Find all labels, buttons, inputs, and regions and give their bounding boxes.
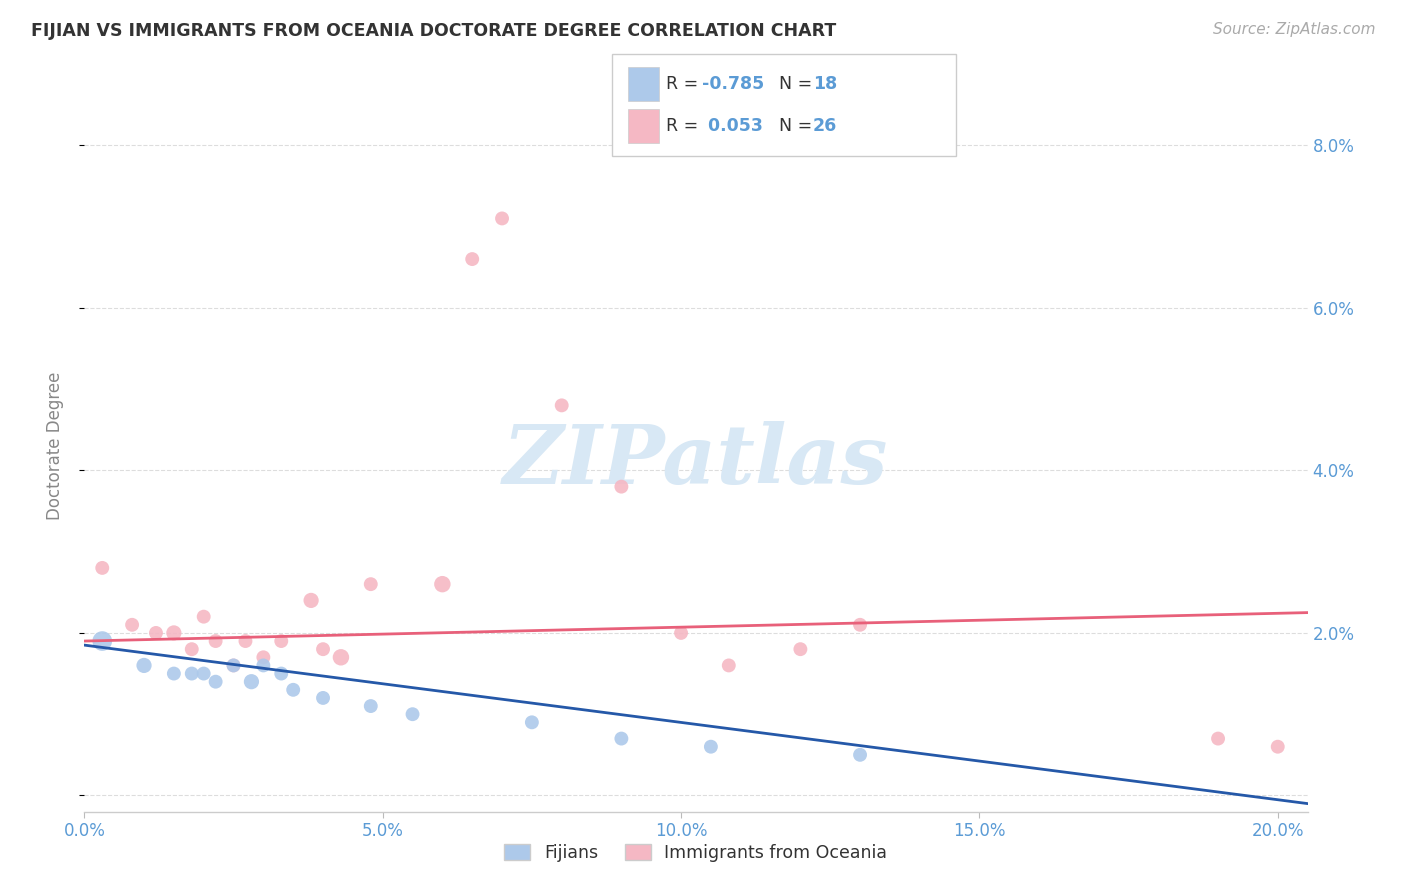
Y-axis label: Doctorate Degree: Doctorate Degree — [45, 372, 63, 520]
Text: 18: 18 — [813, 75, 837, 93]
Point — [222, 658, 245, 673]
Point — [283, 682, 305, 697]
Point — [235, 634, 257, 648]
Point — [132, 658, 155, 673]
Point — [204, 674, 226, 689]
Text: -0.785: -0.785 — [702, 75, 763, 93]
Point — [401, 707, 423, 722]
Point — [193, 666, 215, 681]
Point — [329, 650, 352, 665]
Point — [1206, 731, 1229, 746]
Point — [360, 577, 382, 591]
Point — [669, 626, 692, 640]
Point — [270, 634, 292, 648]
Point — [610, 731, 633, 746]
Legend: Fijians, Immigrants from Oceania: Fijians, Immigrants from Oceania — [498, 837, 894, 869]
Point — [789, 642, 811, 657]
Point — [610, 480, 633, 494]
Point — [432, 577, 454, 591]
Text: Source: ZipAtlas.com: Source: ZipAtlas.com — [1212, 22, 1375, 37]
Text: FIJIAN VS IMMIGRANTS FROM OCEANIA DOCTORATE DEGREE CORRELATION CHART: FIJIAN VS IMMIGRANTS FROM OCEANIA DOCTOR… — [31, 22, 837, 40]
Point — [121, 617, 143, 632]
Text: R =: R = — [666, 75, 704, 93]
Point — [717, 658, 740, 673]
Point — [491, 211, 513, 226]
Point — [360, 699, 382, 714]
Point — [700, 739, 723, 754]
Point — [299, 593, 322, 607]
Point — [252, 650, 274, 665]
Text: N =: N = — [779, 75, 818, 93]
Point — [252, 658, 274, 673]
Point — [204, 634, 226, 648]
Point — [145, 626, 167, 640]
Text: ZIPatlas: ZIPatlas — [503, 421, 889, 500]
Point — [270, 666, 292, 681]
Point — [461, 252, 484, 266]
Point — [520, 715, 543, 730]
Point — [849, 617, 872, 632]
Point — [91, 561, 114, 575]
Point — [91, 634, 114, 648]
Text: 26: 26 — [813, 117, 837, 135]
Text: R =: R = — [666, 117, 704, 135]
Point — [180, 642, 202, 657]
Point — [312, 690, 335, 705]
Point — [193, 609, 215, 624]
Text: 0.053: 0.053 — [702, 117, 762, 135]
Point — [1267, 739, 1289, 754]
Point — [163, 666, 186, 681]
Point — [222, 658, 245, 673]
Point — [551, 398, 574, 412]
Point — [240, 674, 263, 689]
Point — [849, 747, 872, 762]
Text: N =: N = — [779, 117, 818, 135]
Point — [163, 626, 186, 640]
Point — [180, 666, 202, 681]
Point — [312, 642, 335, 657]
